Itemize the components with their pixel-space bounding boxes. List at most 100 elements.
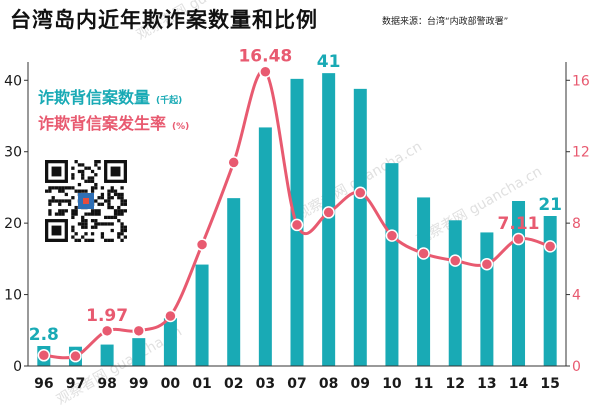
qr-module — [110, 186, 114, 190]
qr-module — [90, 232, 95, 236]
x-tick-label-96: 96 — [34, 376, 53, 392]
qr-module — [87, 176, 91, 180]
data-label: 7.11 — [498, 214, 540, 234]
rate-point-08 — [322, 206, 335, 219]
qr-module — [123, 228, 127, 233]
bar-98 — [100, 344, 114, 366]
y-right-tick-label: 8 — [572, 216, 581, 232]
rate-point-13 — [480, 257, 494, 271]
qr-module — [67, 202, 72, 206]
qr-module — [87, 166, 91, 170]
x-tick-label-15: 15 — [540, 376, 559, 392]
qr-module — [48, 186, 52, 190]
qr-module — [77, 169, 82, 174]
rate-point-99 — [132, 324, 146, 338]
qr-module — [97, 160, 101, 164]
qr-finder-core — [51, 166, 62, 177]
bar-02 — [227, 198, 241, 366]
qr-module — [94, 212, 98, 216]
qr-module — [107, 189, 111, 193]
qr-module — [84, 238, 88, 242]
rate-point-01 — [195, 238, 209, 251]
qr-module — [94, 219, 98, 223]
qr-module — [104, 238, 108, 242]
qr-module — [104, 215, 108, 220]
x-tick-label-08: 08 — [319, 376, 338, 392]
qr-module — [94, 160, 98, 164]
qr-module — [120, 196, 124, 200]
qr-module — [77, 222, 82, 226]
data-label: 16.48 — [238, 47, 292, 67]
qr-module — [104, 222, 108, 226]
qr-module — [77, 182, 82, 187]
qr-module — [107, 238, 111, 242]
qr-module — [51, 186, 55, 190]
rate-point-09 — [354, 186, 367, 200]
qr-module — [117, 209, 121, 213]
legend-rate: 诈欺背信案发生率 (%) — [38, 110, 189, 134]
qr-module — [54, 199, 59, 203]
qr-module — [58, 202, 62, 206]
qr-module — [107, 205, 111, 210]
qr-module — [117, 192, 121, 197]
qr-module — [100, 196, 105, 200]
bar-15 — [543, 216, 557, 366]
qr-module — [71, 173, 75, 177]
rate-point-10 — [385, 229, 399, 242]
qr-module — [90, 238, 95, 242]
qr-module — [71, 196, 75, 200]
data-label: 1.97 — [86, 306, 128, 326]
legend-count: 诈欺背信案数量 (千起) — [38, 84, 182, 108]
qr-module — [97, 209, 101, 213]
qr-module — [81, 189, 85, 193]
qr-module — [81, 225, 85, 229]
qr-module — [117, 235, 121, 239]
y-left-tick-label: 40 — [4, 73, 22, 89]
qr-module — [94, 199, 98, 203]
qr-module — [97, 166, 101, 170]
qr-module — [120, 222, 124, 226]
line-layer — [37, 65, 557, 363]
qr-finder-core — [110, 166, 121, 177]
qr-module — [94, 182, 98, 187]
qr-module — [81, 222, 85, 226]
qr-module — [77, 189, 82, 193]
source-note: 数据来源：台湾“内政部警政署” — [382, 17, 509, 27]
x-tick-label-07: 07 — [287, 376, 306, 392]
qr-module — [51, 199, 55, 203]
qr-module — [74, 232, 78, 236]
rate-point-02 — [227, 156, 240, 169]
x-tick-label-13: 13 — [477, 376, 496, 392]
qr-finder-core — [51, 225, 62, 236]
legend-count-label: 诈欺背信案数量 — [38, 88, 151, 107]
qr-module — [113, 192, 118, 197]
y-left-tick-label: 20 — [4, 216, 22, 232]
qr-module — [107, 215, 111, 220]
qr-module — [61, 199, 65, 203]
qr-module — [84, 189, 88, 193]
qr-module — [94, 186, 98, 190]
qr-module — [97, 212, 101, 216]
qr-module — [110, 205, 114, 210]
qr-module — [120, 212, 124, 216]
qr-module — [48, 209, 52, 213]
qr-module — [58, 186, 62, 190]
axes-layer: 0 10 20 30 40 0 4 8 12 16 96 97 98 99 00 01 02 03 07 08 09 10… — [4, 62, 590, 392]
qr-module — [67, 186, 72, 190]
y-left-tick-label: 10 — [4, 288, 22, 304]
legend-rate-unit: (%) — [172, 122, 190, 132]
qr-module — [90, 209, 95, 213]
qr-module — [71, 212, 75, 216]
y-left-tick-label: 0 — [13, 359, 22, 375]
qr-module — [84, 225, 88, 229]
qr-module — [81, 176, 85, 180]
bar-01 — [195, 264, 209, 366]
qr-module — [61, 209, 65, 213]
qr-module — [104, 199, 108, 203]
qr-module — [84, 166, 88, 170]
y-right-tick-label: 4 — [572, 288, 581, 304]
bar-12 — [448, 220, 462, 366]
qr-module — [54, 186, 59, 190]
x-tick-label-98: 98 — [97, 376, 116, 392]
